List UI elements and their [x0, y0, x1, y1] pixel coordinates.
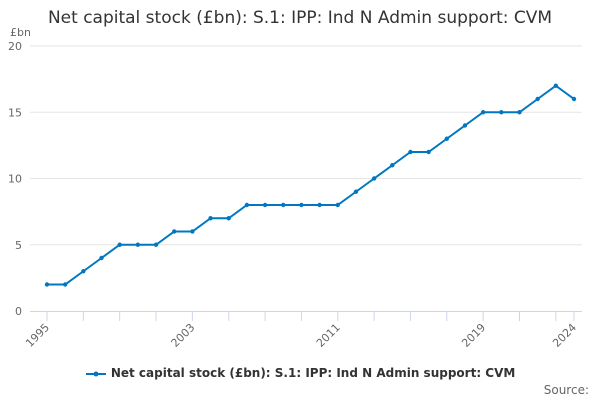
- legend-line-icon: [85, 371, 106, 376]
- data-point: [371, 176, 377, 181]
- y-tick-label: 20: [8, 40, 22, 53]
- data-point: [62, 282, 68, 287]
- data-point: [208, 216, 213, 221]
- x-tick-label: 2011: [314, 321, 343, 350]
- data-point: [262, 202, 268, 208]
- x-tick-label: 1995: [23, 321, 52, 350]
- x-tick-label: 2003: [169, 321, 198, 350]
- legend[interactable]: Net capital stock (£bn): S.1: IPP: Ind N…: [0, 366, 600, 380]
- data-point: [426, 149, 431, 155]
- data-point: [571, 96, 577, 102]
- data-point: [99, 255, 104, 261]
- data-point: [44, 282, 50, 287]
- data-point: [153, 242, 159, 247]
- data-point: [353, 189, 359, 194]
- y-tick-label: 10: [8, 173, 22, 186]
- data-point: [244, 202, 250, 208]
- source-label: Source:: [543, 383, 589, 397]
- data-point: [172, 229, 177, 234]
- data-point: [553, 83, 559, 88]
- x-tick-label: 2019: [459, 321, 488, 350]
- data-point: [517, 110, 522, 115]
- data-point: [299, 202, 304, 208]
- series-line: [47, 84, 575, 286]
- y-tick-label: 0: [15, 305, 22, 318]
- data-point: [281, 202, 286, 208]
- data-point: [335, 202, 340, 208]
- legend-label: Net capital stock (£bn): S.1: IPP: Ind N…: [110, 366, 516, 380]
- data-point: [226, 216, 231, 221]
- chart-title: Net capital stock (£bn): S.1: IPP: Ind N…: [47, 8, 553, 28]
- data-point: [317, 202, 322, 208]
- y-tick-label: 5: [15, 239, 22, 252]
- data-point: [117, 242, 122, 247]
- data-point: [480, 110, 486, 115]
- data-point: [444, 136, 449, 141]
- data-point: [462, 123, 468, 128]
- data-point: [535, 96, 540, 102]
- data-point: [81, 269, 86, 274]
- y-axis-label: £bn: [10, 26, 31, 39]
- y-tick-label: 15: [8, 106, 22, 119]
- data-point: [499, 110, 504, 115]
- data-point: [135, 242, 141, 247]
- x-tick-label: 2024: [550, 321, 579, 350]
- data-point: [390, 163, 395, 168]
- data-point: [190, 229, 195, 234]
- data-point: [408, 149, 413, 155]
